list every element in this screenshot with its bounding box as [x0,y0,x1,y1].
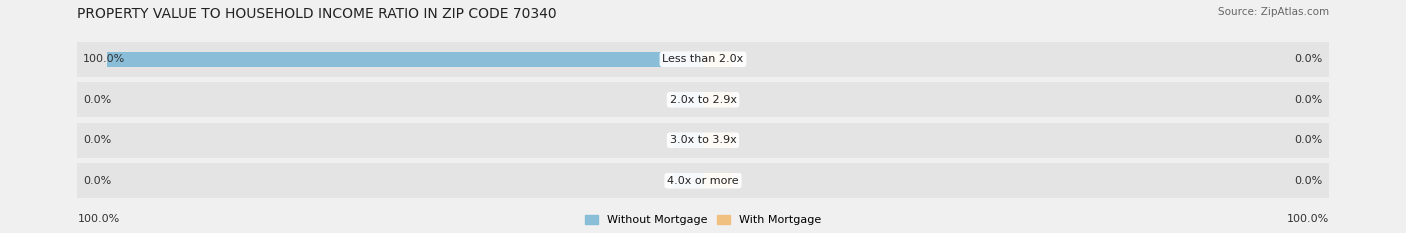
Bar [673,173,703,188]
Text: 0.0%: 0.0% [83,95,111,105]
Text: 2.0x to 2.9x: 2.0x to 2.9x [669,95,737,105]
Legend: Without Mortgage, With Mortgage: Without Mortgage, With Mortgage [585,215,821,225]
Bar [703,52,733,67]
Text: 100.0%: 100.0% [1286,214,1329,224]
Bar [107,52,703,67]
Bar [703,133,733,147]
Text: 0.0%: 0.0% [1295,54,1323,64]
Text: 100.0%: 100.0% [77,214,120,224]
Text: 3.0x to 3.9x: 3.0x to 3.9x [669,135,737,145]
Text: 100.0%: 100.0% [83,54,125,64]
Text: Less than 2.0x: Less than 2.0x [662,54,744,64]
Text: 0.0%: 0.0% [83,176,111,186]
Text: 4.0x or more: 4.0x or more [668,176,738,186]
Text: 0.0%: 0.0% [1295,176,1323,186]
Text: 0.0%: 0.0% [83,135,111,145]
Text: 0.0%: 0.0% [1295,135,1323,145]
Text: Source: ZipAtlas.com: Source: ZipAtlas.com [1218,7,1329,17]
Text: PROPERTY VALUE TO HOUSEHOLD INCOME RATIO IN ZIP CODE 70340: PROPERTY VALUE TO HOUSEHOLD INCOME RATIO… [77,7,557,21]
Bar [673,133,703,147]
Bar [703,173,733,188]
Bar [673,93,703,107]
Bar [703,93,733,107]
Text: 0.0%: 0.0% [1295,95,1323,105]
